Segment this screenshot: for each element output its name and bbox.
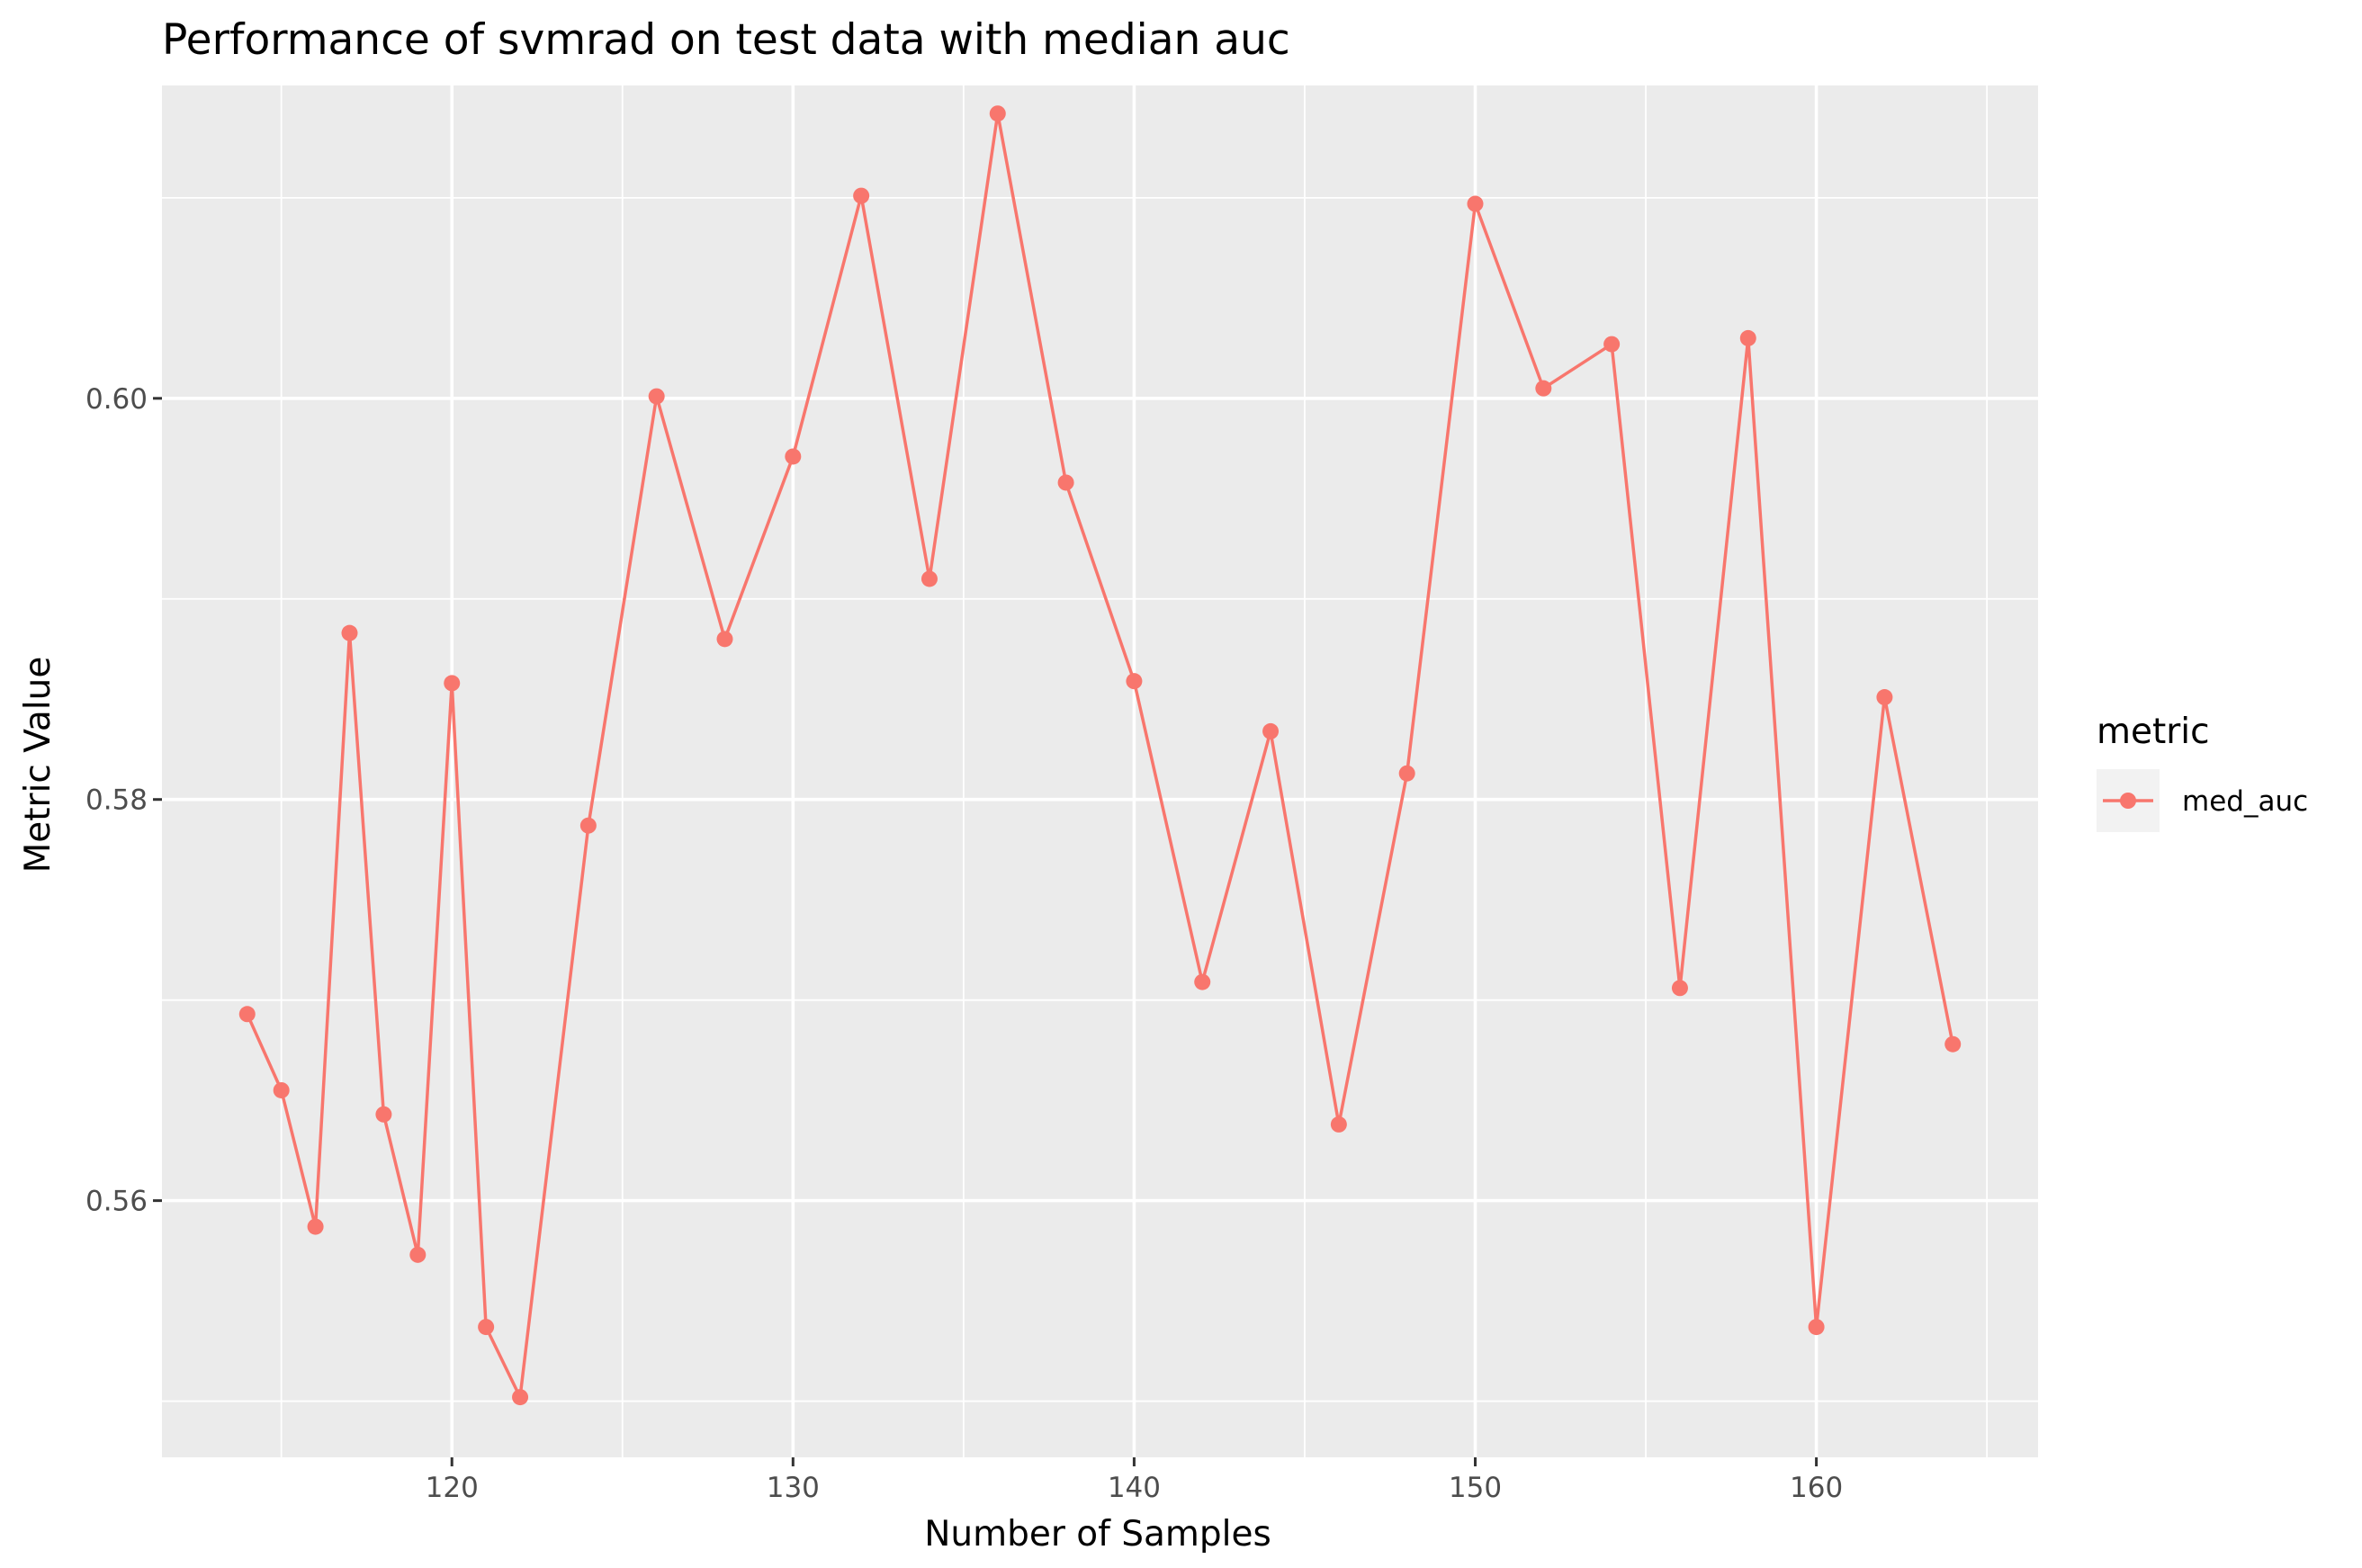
legend-title: metric xyxy=(2097,712,2210,752)
x-tick-label: 120 xyxy=(426,1472,479,1504)
data-point xyxy=(1671,980,1688,997)
x-tick-label: 150 xyxy=(1449,1472,1502,1504)
x-axis-title: Number of Samples xyxy=(924,1514,1271,1555)
y-tick-label: 0.58 xyxy=(85,784,148,817)
grid-minor xyxy=(162,85,2038,1457)
data-point xyxy=(1126,673,1143,690)
data-point xyxy=(1398,765,1415,782)
chart-title: Performance of svmrad on test data with … xyxy=(162,15,1290,65)
plot-panel xyxy=(162,85,2038,1457)
data-point xyxy=(409,1246,427,1263)
legend-key-point xyxy=(2120,793,2136,809)
y-axis-title: Metric Value xyxy=(18,657,58,874)
x-tick-label: 160 xyxy=(1790,1472,1843,1504)
data-point xyxy=(273,1081,290,1098)
data-point xyxy=(1535,380,1552,397)
data-point xyxy=(648,388,665,405)
data-point xyxy=(1330,1116,1347,1133)
data-point xyxy=(785,448,802,465)
y-tick-label: 0.56 xyxy=(85,1186,148,1218)
data-point xyxy=(1808,1319,1825,1336)
series-line-med_auc xyxy=(246,112,1954,1399)
axis-ticks: 120 130 140 150 160 0.56 0.58 0.60 xyxy=(85,383,1843,1504)
x-tick-label: 130 xyxy=(767,1472,820,1504)
data-point xyxy=(1603,336,1621,353)
data-point xyxy=(1944,1035,1962,1053)
legend: metric med_auc xyxy=(2097,712,2308,832)
data-point xyxy=(478,1319,495,1336)
grid-major xyxy=(162,85,2038,1457)
data-point xyxy=(853,187,870,204)
x-tick-label: 140 xyxy=(1108,1472,1161,1504)
data-point xyxy=(1739,329,1756,346)
data-point xyxy=(238,1006,256,1023)
data-point xyxy=(307,1218,324,1235)
data-point xyxy=(1057,474,1074,491)
data-point xyxy=(579,817,597,834)
data-point xyxy=(1467,195,1484,212)
data-point xyxy=(989,105,1006,122)
data-point xyxy=(1194,973,1211,990)
data-point xyxy=(1262,722,1280,739)
legend-label-med-auc: med_auc xyxy=(2182,785,2308,818)
data-point xyxy=(444,675,461,692)
data-point xyxy=(716,631,733,648)
data-point xyxy=(375,1106,392,1123)
data-point xyxy=(1876,689,1893,706)
data-point xyxy=(921,570,938,587)
y-tick-label: 0.60 xyxy=(85,383,148,416)
series-layer xyxy=(238,105,1962,1406)
data-point xyxy=(341,624,358,641)
data-point xyxy=(512,1389,529,1406)
